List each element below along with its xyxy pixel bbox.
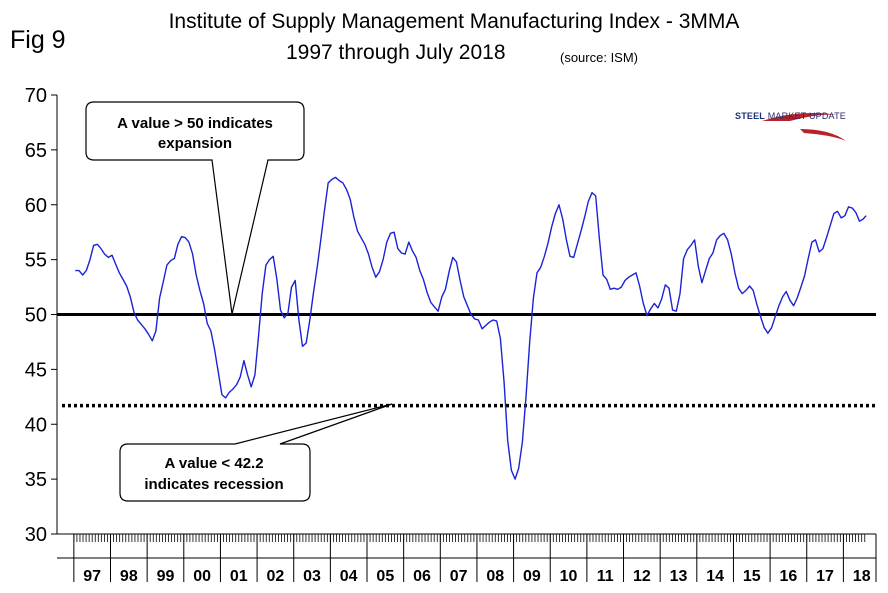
x-tick-label: 98: [120, 568, 138, 585]
callout-expansion: [85, 101, 305, 315]
logo-text-steel: STEEL: [735, 111, 766, 121]
series-line: [75, 176, 867, 480]
reference-lines: [57, 313, 876, 408]
x-axis: 97 98 99 00 01 02 03 04 05 06 07 08 09 10 11 12 13 14 15 16…: [57, 533, 877, 585]
x-tick-label: 02: [267, 568, 285, 585]
x-tick-label: 00: [193, 568, 211, 585]
x-tick-label: 01: [230, 568, 248, 585]
x-tick-label: 99: [157, 568, 175, 585]
callout-recession-line2: indicates recession: [144, 476, 283, 493]
annotation-layer: A value > 50 indicates expansion A value <…: [85, 101, 393, 502]
logo-text-rest: MARKET UPDATE: [765, 111, 846, 121]
x-tick-label: 05: [376, 568, 394, 585]
y-tick-label: 70: [25, 85, 47, 107]
x-tick-label: 18: [853, 568, 871, 585]
y-tick-label: 60: [25, 195, 47, 217]
y-tick-label: 65: [25, 140, 47, 162]
figure-label: Fig 9: [10, 26, 66, 54]
series-layer: [75, 176, 867, 480]
chart-subtitle: 1997 through July 2018: [286, 41, 506, 64]
y-tick-label: 30: [25, 524, 47, 546]
y-tick-label: 40: [25, 414, 47, 436]
callout-expansion-line1: A value > 50 indicates: [117, 115, 273, 132]
x-tick-label: 17: [816, 568, 834, 585]
x-tick-label: 03: [303, 568, 321, 585]
x-tick-label: 11: [597, 568, 614, 585]
y-axis: 30 35 40 45 50 55 60 65 70: [25, 85, 58, 546]
y-tick-label: 35: [25, 469, 47, 491]
x-tick-label: 13: [670, 568, 688, 585]
x-tick-label: 10: [560, 568, 578, 585]
x-tick-label: 16: [780, 568, 798, 585]
y-tick-label: 55: [25, 250, 47, 272]
x-tick-label: 12: [633, 568, 651, 585]
logo: STEEL MARKET UPDATE: [735, 111, 846, 121]
source-note: (source: ISM): [560, 50, 639, 65]
x-tick-label: 04: [340, 568, 358, 585]
x-tick-label: 09: [523, 568, 541, 585]
callout-recession: [119, 403, 393, 502]
x-tick-label: 97: [83, 568, 101, 585]
callout-recession-line1: A value < 42.2: [164, 455, 263, 472]
x-tick-label: 15: [743, 568, 761, 585]
x-tick-label: 14: [706, 568, 724, 585]
chart-title: Institute of Supply Management Manufactu…: [168, 10, 740, 33]
y-tick-label: 45: [25, 359, 47, 381]
callout-expansion-line2: expansion: [158, 135, 232, 152]
x-tick-label: 07: [450, 568, 468, 585]
logo-swoosh-icon: [762, 113, 846, 141]
y-tick-label: 50: [25, 305, 47, 327]
x-tick-label: 08: [486, 568, 504, 585]
x-tick-label: 06: [413, 568, 431, 585]
